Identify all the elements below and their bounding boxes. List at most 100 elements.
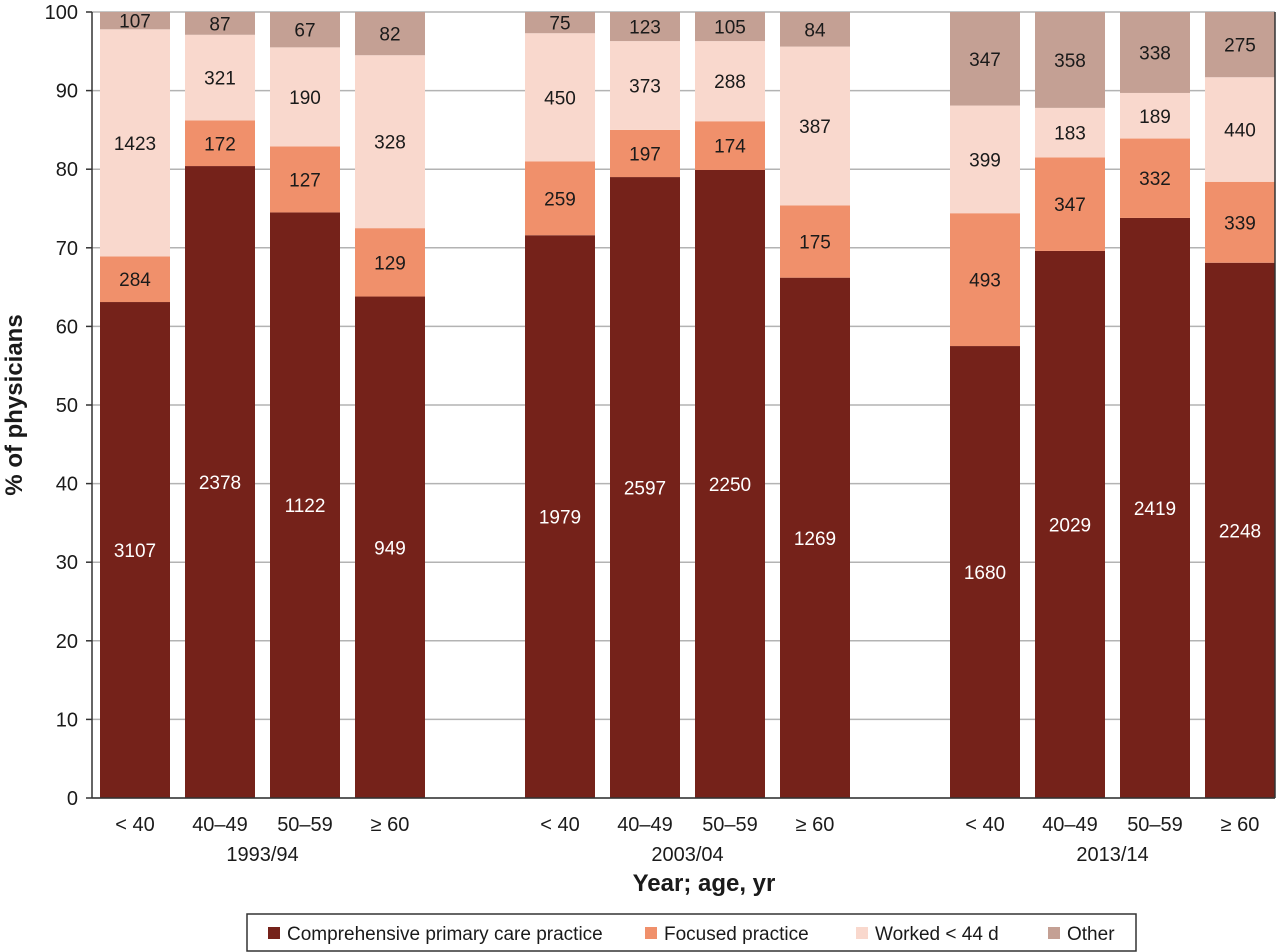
bar-segment	[610, 177, 680, 798]
data-label: 339	[1224, 213, 1256, 234]
data-label: 338	[1139, 43, 1171, 64]
x-tick-label: 50–59	[702, 814, 758, 836]
bar-segment	[610, 41, 680, 130]
bar-segment	[525, 235, 595, 798]
data-label: 189	[1139, 107, 1171, 128]
legend-swatch	[645, 927, 657, 939]
data-label: 84	[804, 20, 826, 41]
legend-label: Focused practice	[664, 924, 809, 945]
data-label: 399	[969, 150, 1001, 171]
data-label: 450	[544, 88, 576, 109]
data-label: 105	[714, 18, 746, 39]
data-label: 1979	[539, 508, 581, 529]
data-label: 127	[289, 170, 321, 191]
bar-segment	[780, 277, 850, 799]
legend-swatch	[268, 927, 280, 939]
data-label: 332	[1139, 169, 1171, 190]
data-label: 949	[374, 538, 406, 559]
data-label: 183	[1054, 124, 1086, 145]
data-label: 172	[204, 134, 236, 155]
legend-swatch	[1048, 927, 1060, 939]
bar-segment	[610, 129, 680, 178]
bar-segment	[950, 12, 1020, 106]
x-group-label: 2013/14	[1076, 844, 1148, 866]
x-tick-label: 40–49	[1042, 814, 1098, 836]
x-tick-label: < 40	[965, 814, 1004, 836]
bar-segment	[1205, 12, 1275, 78]
data-label: 87	[209, 14, 230, 35]
bar-segment	[695, 169, 765, 799]
bar-segment	[695, 12, 765, 42]
x-tick-label: < 40	[115, 814, 154, 836]
bar-segment	[695, 41, 765, 122]
y-tick-label: 80	[56, 159, 78, 181]
x-axis-title: Year; age, yr	[633, 870, 776, 897]
legend-label: Other	[1067, 924, 1115, 945]
y-axis-title: % of physicians	[1, 314, 28, 495]
bar-segment	[1120, 92, 1190, 139]
data-label: 387	[799, 117, 831, 138]
data-label: 321	[204, 69, 236, 90]
data-label: 373	[629, 76, 661, 97]
bar-segment	[185, 34, 255, 121]
bar-segment	[270, 146, 340, 213]
bar-segment	[1035, 250, 1105, 799]
bar-segment	[355, 55, 425, 229]
legend-box	[246, 913, 1137, 952]
x-tick-label: 50–59	[1127, 814, 1183, 836]
bar-segment	[695, 121, 765, 170]
data-label: 288	[714, 72, 746, 93]
bar-segment	[1205, 77, 1275, 182]
bar-segment	[780, 12, 850, 47]
bar-segment	[270, 212, 340, 798]
data-label: 123	[629, 18, 661, 39]
y-tick-label: 20	[56, 631, 78, 653]
y-tick-label: 10	[56, 709, 78, 731]
data-label: 1680	[964, 563, 1006, 584]
bar-segment	[780, 205, 850, 278]
data-label: 440	[1224, 121, 1256, 142]
bar-segment	[185, 12, 255, 35]
bar-segment	[950, 213, 1020, 347]
bar-segment	[780, 46, 850, 206]
x-tick-label: ≥ 60	[371, 814, 410, 836]
bar-segment	[1120, 217, 1190, 798]
x-tick-label: ≥ 60	[1221, 814, 1260, 836]
bar-segment	[1205, 181, 1275, 263]
y-tick-label: 70	[56, 238, 78, 260]
data-label: 197	[629, 144, 661, 165]
data-label: 284	[119, 270, 151, 291]
data-label: 347	[969, 50, 1001, 71]
y-tick-label: 60	[56, 316, 78, 338]
bar-segment	[1035, 12, 1105, 108]
y-tick-label: 0	[67, 788, 78, 810]
x-tick-label: 40–49	[617, 814, 673, 836]
bar-segment	[610, 12, 680, 42]
data-label: 107	[119, 12, 151, 33]
data-label: 259	[544, 189, 576, 210]
data-label: 2029	[1049, 515, 1091, 536]
bar-segment	[355, 296, 425, 798]
y-tick-label: 100	[45, 2, 78, 24]
data-label: 328	[374, 133, 406, 154]
bar-segment	[185, 120, 255, 167]
data-label: 67	[294, 21, 315, 42]
bar-segment	[1035, 107, 1105, 158]
bar-segment	[1205, 262, 1275, 798]
data-label: 493	[969, 271, 1001, 292]
x-group-label: 1993/94	[226, 844, 298, 866]
y-tick-label: 40	[56, 474, 78, 496]
bar-segment	[270, 12, 340, 48]
data-label: 3107	[114, 541, 156, 562]
data-label: 347	[1054, 195, 1086, 216]
data-label: 2248	[1219, 521, 1261, 542]
bar-segment	[950, 346, 1020, 798]
bar-segment	[100, 29, 170, 257]
data-label: 174	[714, 137, 746, 158]
data-label: 129	[374, 253, 406, 274]
data-label: 1423	[114, 134, 156, 155]
legend-swatch	[856, 927, 868, 939]
x-tick-label: 50–59	[277, 814, 333, 836]
